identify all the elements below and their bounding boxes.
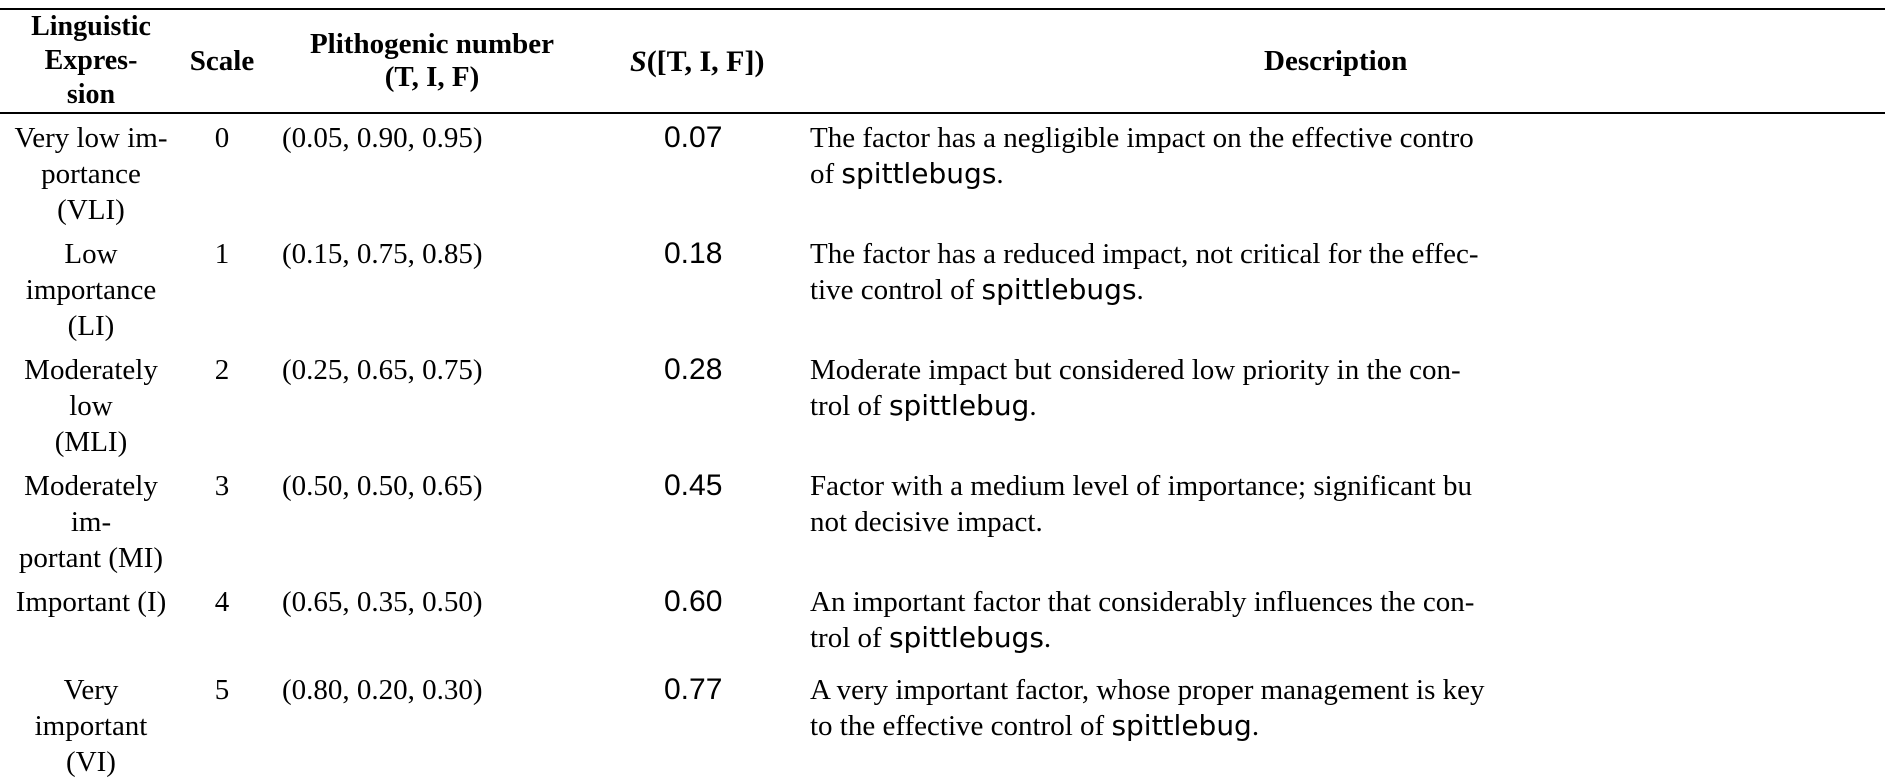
cell-score: 0.28 (664, 353, 723, 386)
cell-scale: 2 (214, 354, 230, 386)
description-line2: to the effective control of spittlebug. (810, 708, 1881, 744)
cell-score: 0.07 (664, 121, 723, 154)
description-line2-end: . (1029, 390, 1037, 422)
expression-line1: Moderately low (24, 354, 158, 422)
description-line1: The factor has a reduced impact, not cri… (810, 238, 1479, 270)
expression-line1: Very low im- (14, 122, 168, 154)
header-score-symbol: S (630, 44, 647, 78)
table-row: Low importance (LI) 1 (0.15, 0.75, 0.85)… (0, 230, 1885, 346)
table-body: Very low im- portance (VLI) 0 (0.05, 0.9… (0, 113, 1885, 782)
description-line1: Factor with a medium level of importance… (810, 470, 1472, 502)
expression-line2: portance (VLI) (41, 158, 141, 226)
description-line2-text: trol of (810, 390, 889, 422)
description-line1: A very important factor, whose proper ma… (810, 674, 1485, 706)
description-line2-end: . (1043, 622, 1052, 654)
description-line1: The factor has a negligible impact on th… (810, 122, 1474, 154)
description-line1: An important factor that considerably in… (810, 586, 1475, 618)
cell-scale: 1 (214, 238, 230, 270)
description-line2-term: spittlebugs (888, 621, 1044, 654)
header-expression-line2: sion (66, 79, 116, 110)
description-line2-term: spittlebug (888, 389, 1030, 422)
description-line2-end: . (1251, 710, 1260, 742)
cell-score: 0.45 (664, 469, 723, 502)
cell-description: The factor has a reduced impact, not cri… (798, 230, 1885, 346)
cell-linguistic-expression: Very low im- portance (VLI) (0, 113, 182, 230)
description-line2-text: trol of (810, 622, 889, 654)
cell-score: 0.18 (664, 237, 723, 270)
description-line2: not decisive impact. (810, 504, 1881, 540)
description-line2-term: spittlebugs (841, 157, 997, 190)
header-plithogenic-line1: Plithogenic number (309, 28, 555, 60)
expression-line1: Moderately im- (24, 470, 158, 538)
cell-plithogenic-number: (0.50, 0.50, 0.65) (282, 470, 483, 502)
expression-line2: (VI) (66, 746, 116, 778)
table-row: Moderately im- portant (MI) 3 (0.50, 0.5… (0, 462, 1885, 578)
header-plithogenic-line2: (T, I, F) (384, 61, 480, 93)
header-row: Linguistic Expres- sion Scale Plithogeni… (0, 9, 1885, 113)
header-score-args: ([T, I, F]) (646, 44, 765, 78)
description-line2-end: . (996, 158, 1004, 190)
cell-linguistic-expression: Moderately im- portant (MI) (0, 462, 182, 578)
description-line2: of spittlebugs. (810, 156, 1881, 192)
header-score-function: S([T, I, F]) (602, 9, 798, 113)
linguistic-scale-table: Linguistic Expres- sion Scale Plithogeni… (0, 8, 1885, 782)
cell-plithogenic-number: (0.80, 0.20, 0.30) (282, 674, 483, 706)
cell-scale: 0 (214, 122, 230, 154)
description-line2: trol of spittlebug. (810, 388, 1881, 424)
expression-line1: Important (I) (15, 586, 167, 618)
header-expression-line1: Linguistic Expres- (31, 11, 151, 76)
cell-scale: 3 (214, 470, 230, 502)
description-line2-text: tive control of (810, 274, 982, 306)
description-line1: Moderate impact but considered low prior… (810, 354, 1461, 386)
description-line2-text: to the effective control of (810, 710, 1112, 742)
table-row: Important (I) 4 (0.65, 0.35, 0.50) 0.60 … (0, 578, 1885, 658)
expression-line2: (MLI) (54, 426, 128, 458)
cell-linguistic-expression: Important (I) (0, 578, 182, 658)
header-scale: Scale (189, 44, 255, 77)
expression-line2: portant (MI) (18, 542, 164, 574)
description-line2: trol of spittlebugs. (810, 620, 1881, 656)
cell-description: Moderate impact but considered low prior… (798, 346, 1885, 462)
cell-description: The factor has a negligible impact on th… (798, 113, 1885, 230)
cell-description: An important factor that considerably in… (798, 578, 1885, 658)
expression-line1: Very important (34, 674, 148, 742)
description-line2-text: of (810, 158, 842, 190)
cell-linguistic-expression: Very important (VI) (0, 658, 182, 782)
linguistic-scale-table-wrapper: Linguistic Expres- sion Scale Plithogeni… (0, 8, 1885, 782)
expression-line1: Low importance (25, 238, 157, 306)
header-plithogenic-number: Plithogenic number (T, I, F) (262, 9, 602, 113)
cell-plithogenic-number: (0.25, 0.65, 0.75) (282, 354, 483, 386)
table-row: Very low im- portance (VLI) 0 (0.05, 0.9… (0, 113, 1885, 230)
header-description: Description (1264, 44, 1408, 77)
expression-line2: (LI) (67, 310, 115, 342)
description-line2-term: spittlebug (1111, 709, 1252, 742)
description-line2: tive control of spittlebugs. (810, 272, 1881, 308)
cell-plithogenic-number: (0.15, 0.75, 0.85) (282, 238, 483, 270)
cell-description: A very important factor, whose proper ma… (798, 658, 1885, 782)
cell-scale: 4 (214, 586, 230, 618)
description-line2-term: spittlebugs (981, 273, 1137, 306)
table-row: Very important (VI) 5 (0.80, 0.20, 0.30)… (0, 658, 1885, 782)
cell-plithogenic-number: (0.65, 0.35, 0.50) (282, 586, 483, 618)
table-header: Linguistic Expres- sion Scale Plithogeni… (0, 9, 1885, 113)
cell-score: 0.77 (664, 673, 723, 706)
cell-linguistic-expression: Moderately low (MLI) (0, 346, 182, 462)
cell-linguistic-expression: Low importance (LI) (0, 230, 182, 346)
header-linguistic-expression: Linguistic Expres- sion (0, 9, 182, 113)
cell-score: 0.60 (664, 585, 723, 618)
description-line2-end: . (1136, 274, 1144, 306)
cell-description: Factor with a medium level of importance… (798, 462, 1885, 578)
cell-plithogenic-number: (0.05, 0.90, 0.95) (282, 122, 483, 154)
table-row: Moderately low (MLI) 2 (0.25, 0.65, 0.75… (0, 346, 1885, 462)
description-line2-text: not decisive impact. (810, 506, 1043, 538)
cell-scale: 5 (214, 674, 230, 706)
